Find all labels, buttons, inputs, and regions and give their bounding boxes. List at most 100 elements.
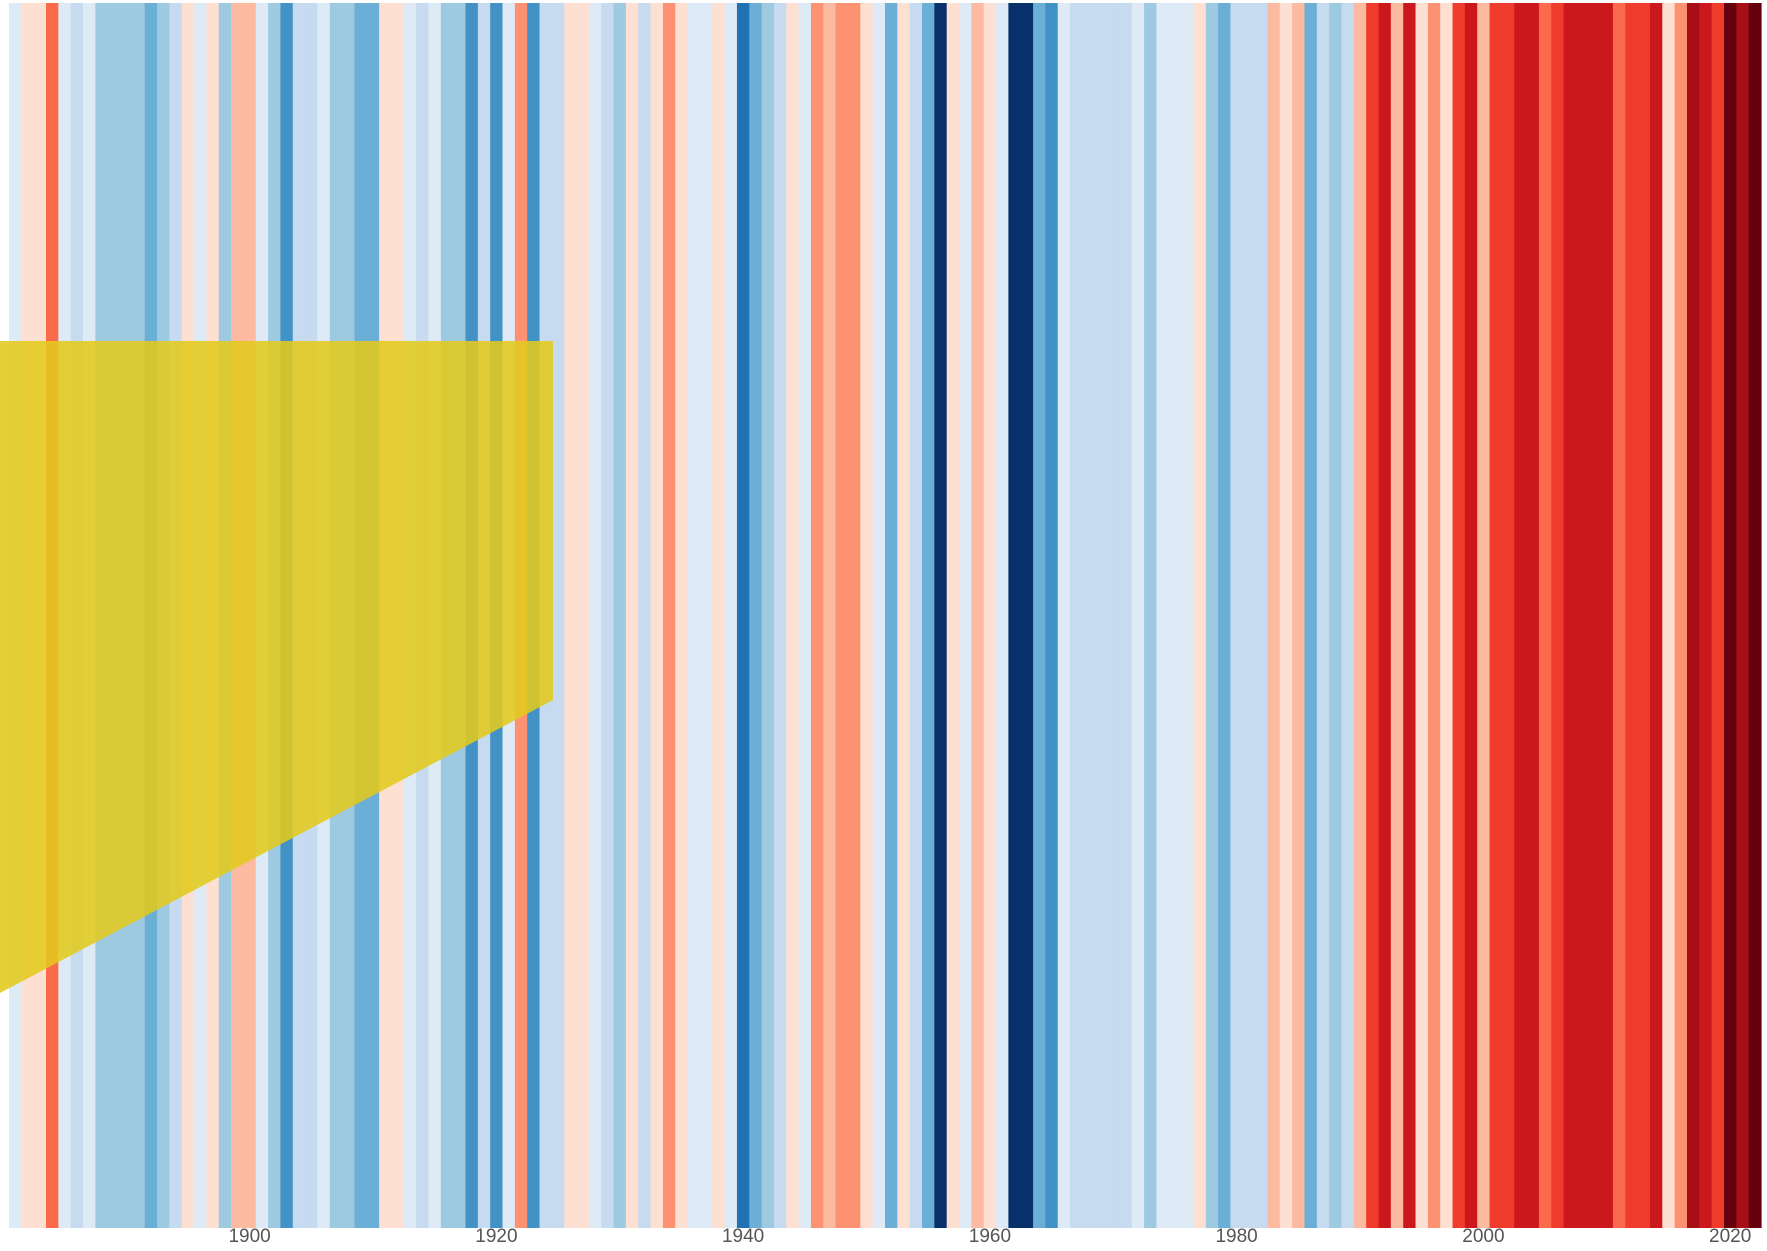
stripe-1908 (342, 3, 356, 1228)
stripe-2005 (1538, 3, 1552, 1228)
stripe-1937 (699, 3, 713, 1228)
stripe-1921 (502, 3, 516, 1228)
stripe-1946 (810, 3, 824, 1228)
stripe-1978 (1205, 3, 1219, 1228)
stripe-1975 (1168, 3, 1182, 1228)
stripe-1914 (416, 3, 430, 1228)
stripe-1905 (305, 3, 319, 1228)
stripe-1950 (860, 3, 874, 1228)
stripe-1930 (613, 3, 627, 1228)
stripe-1966 (1057, 3, 1071, 1228)
stripe-1895 (181, 3, 195, 1228)
stripe-1925 (551, 3, 565, 1228)
stripe-1948 (835, 3, 849, 1228)
stripe-1969 (1094, 3, 1108, 1228)
stripe-1959 (971, 3, 985, 1228)
stripe-1903 (280, 3, 294, 1228)
stripe-1951 (872, 3, 886, 1228)
stripe-1991 (1366, 3, 1380, 1228)
stripe-1910 (366, 3, 380, 1228)
stripe-1893 (157, 3, 170, 1228)
stripe-1885 (58, 3, 72, 1228)
stripe-1932 (638, 3, 652, 1228)
stripe-1997 (1440, 3, 1454, 1228)
stripe-1904 (292, 3, 306, 1228)
stripe-1909 (354, 3, 368, 1228)
stripe-1939 (724, 3, 738, 1228)
stripe-1977 (1193, 3, 1207, 1228)
stripe-1945 (798, 3, 812, 1228)
stripe-1949 (847, 3, 861, 1228)
stripe-2018 (1699, 3, 1713, 1228)
stripe-1922 (514, 3, 528, 1228)
stripe-1889 (107, 3, 121, 1228)
stripe-1933 (650, 3, 664, 1228)
stripe-2007 (1563, 3, 1577, 1228)
stripe-1898 (218, 3, 232, 1228)
stripe-1913 (403, 3, 417, 1228)
stripe-2004 (1526, 3, 1540, 1228)
stripe-1892 (144, 3, 158, 1228)
stripe-1919 (477, 3, 491, 1228)
stripe-2012 (1625, 3, 1639, 1228)
stripe-1886 (70, 3, 84, 1228)
stripe-1957 (946, 3, 960, 1228)
stripe-1981 (1242, 3, 1256, 1228)
stripe-1915 (428, 3, 442, 1228)
stripe-1967 (1070, 3, 1084, 1228)
stripe-1936 (687, 3, 701, 1228)
stripe-1963 (1020, 3, 1034, 1228)
stripe-2011 (1612, 3, 1626, 1228)
stripe-1980 (1230, 3, 1244, 1228)
stripe-1890 (120, 3, 133, 1228)
stripe-2019 (1711, 3, 1725, 1228)
stripe-1911 (379, 3, 393, 1228)
stripe-1956 (934, 3, 948, 1228)
stripe-1926 (564, 3, 578, 1228)
stripe-2022 (1748, 3, 1762, 1228)
stripe-1944 (786, 3, 800, 1228)
stripe-1996 (1427, 3, 1441, 1228)
stripe-1988 (1329, 3, 1343, 1228)
stripe-1940 (736, 3, 750, 1228)
stripe-1961 (996, 3, 1009, 1228)
stripe-2003 (1514, 3, 1528, 1228)
stripe-2000 (1477, 3, 1491, 1228)
stripe-1962 (1008, 3, 1022, 1228)
stripe-1974 (1156, 3, 1170, 1228)
stripe-1934 (662, 3, 676, 1228)
stripe-1907 (329, 3, 343, 1228)
stripe-1955 (922, 3, 935, 1228)
stripe-group (9, 3, 1762, 1228)
stripe-1954 (909, 3, 923, 1228)
stripe-1984 (1279, 3, 1293, 1228)
stripe-1918 (465, 3, 479, 1228)
stripe-1985 (1292, 3, 1306, 1228)
stripe-1976 (1181, 3, 1195, 1228)
stripe-1999 (1464, 3, 1478, 1228)
stripe-1882 (21, 3, 35, 1228)
stripe-1965 (1045, 3, 1059, 1228)
stripe-1972 (1131, 3, 1145, 1228)
stripe-1924 (539, 3, 553, 1228)
stripe-1891 (132, 3, 146, 1228)
stripe-1923 (527, 3, 541, 1228)
stripe-1884 (46, 3, 59, 1228)
stripe-1942 (761, 3, 775, 1228)
stripe-1987 (1316, 3, 1330, 1228)
stripe-1912 (391, 3, 405, 1228)
stripe-1992 (1378, 3, 1392, 1228)
stripe-1986 (1304, 3, 1318, 1228)
stripe-1998 (1452, 3, 1466, 1228)
stripe-2015 (1662, 3, 1676, 1228)
stripe-1927 (576, 3, 590, 1228)
stripe-1970 (1107, 3, 1121, 1228)
stripe-1958 (959, 3, 972, 1228)
stripe-1883 (33, 3, 47, 1228)
stripe-1894 (169, 3, 183, 1228)
stripe-1983 (1267, 3, 1281, 1228)
stripe-1929 (601, 3, 615, 1228)
stripe-1906 (317, 3, 331, 1228)
stripe-1952 (885, 3, 898, 1228)
